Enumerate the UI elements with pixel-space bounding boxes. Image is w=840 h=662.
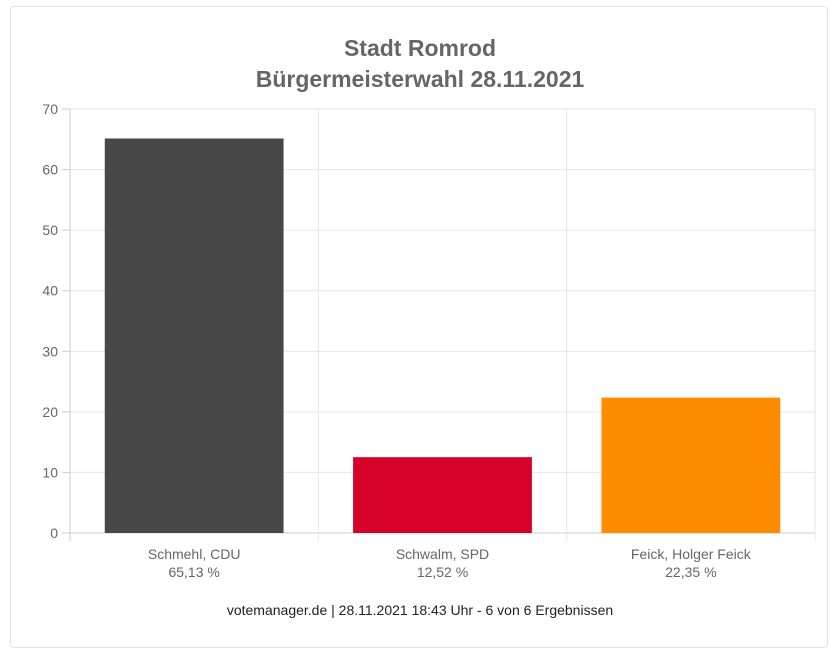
axes: 0 10 20 30 40 50 60 70	[42, 101, 70, 541]
x-category-label: Feick, Holger Feick	[631, 546, 752, 562]
x-value-label: 65,13 %	[168, 564, 219, 580]
bar[interactable]	[601, 397, 781, 533]
y-tick-label: 70	[42, 101, 58, 117]
y-tick-label: 20	[42, 404, 58, 420]
y-tick-label: 50	[42, 222, 58, 238]
x-category-label: Schwalm, SPD	[396, 546, 489, 562]
chart-title: Stadt Romrod	[343, 35, 497, 61]
x-value-label: 12,52 %	[417, 564, 468, 580]
bar[interactable]	[353, 457, 532, 533]
x-value-label: 22,35 %	[665, 564, 716, 580]
y-tick-label: 0	[50, 525, 58, 541]
chart-subtitle: Bürgermeisterwahl 28.11.2021	[255, 66, 585, 92]
y-tick-label: 40	[42, 283, 58, 299]
y-tick-label: 60	[42, 162, 58, 178]
labels: Schmehl, CDU 65,13 % Schwalm, SPD 12,52 % Fe…	[148, 546, 752, 580]
y-tick-label: 10	[42, 464, 58, 480]
chart-footer: votemanager.de | 28.11.2021 18:43 Uhr - …	[226, 602, 614, 618]
y-tick-label: 30	[42, 343, 58, 359]
bars	[104, 138, 781, 533]
x-category-label: Schmehl, CDU	[148, 546, 241, 562]
bar[interactable]	[104, 138, 284, 533]
